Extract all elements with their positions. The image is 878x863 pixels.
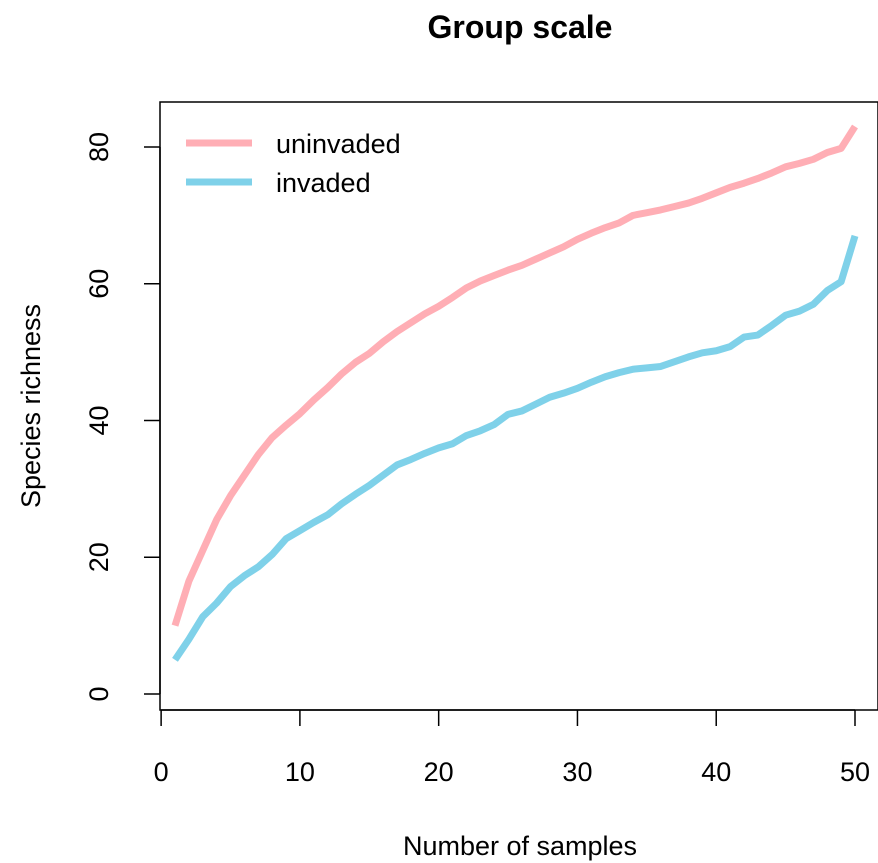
x-axis-label: Number of samples	[403, 831, 637, 861]
x-axis: 0 10 20 30 40 50	[154, 709, 870, 787]
y-tick-label: 80	[84, 132, 114, 162]
y-axis: 0 20 40 60 80	[84, 132, 161, 702]
series-layer	[171, 124, 859, 662]
x-tick-label: 20	[424, 757, 454, 787]
y-tick-label: 0	[84, 686, 114, 701]
y-tick-label: 20	[84, 542, 114, 572]
x-tick-label: 40	[701, 757, 731, 787]
series-line-invaded	[172, 234, 859, 662]
y-tick-label: 60	[84, 269, 114, 299]
x-tick-label: 10	[285, 757, 315, 787]
series-line-uninvaded	[171, 124, 858, 627]
x-tick-label: 50	[840, 757, 870, 787]
legend-label-invaded: invaded	[276, 168, 371, 198]
y-axis-label: Species richness	[16, 304, 46, 508]
x-tick-label: 0	[154, 757, 169, 787]
x-tick-label: 30	[562, 757, 592, 787]
plot-frame	[159, 101, 878, 711]
chart-title: Group scale	[428, 9, 613, 45]
y-tick-label: 40	[84, 405, 114, 435]
legend: uninvaded invaded	[186, 129, 401, 198]
legend-label-uninvaded: uninvaded	[276, 129, 401, 159]
